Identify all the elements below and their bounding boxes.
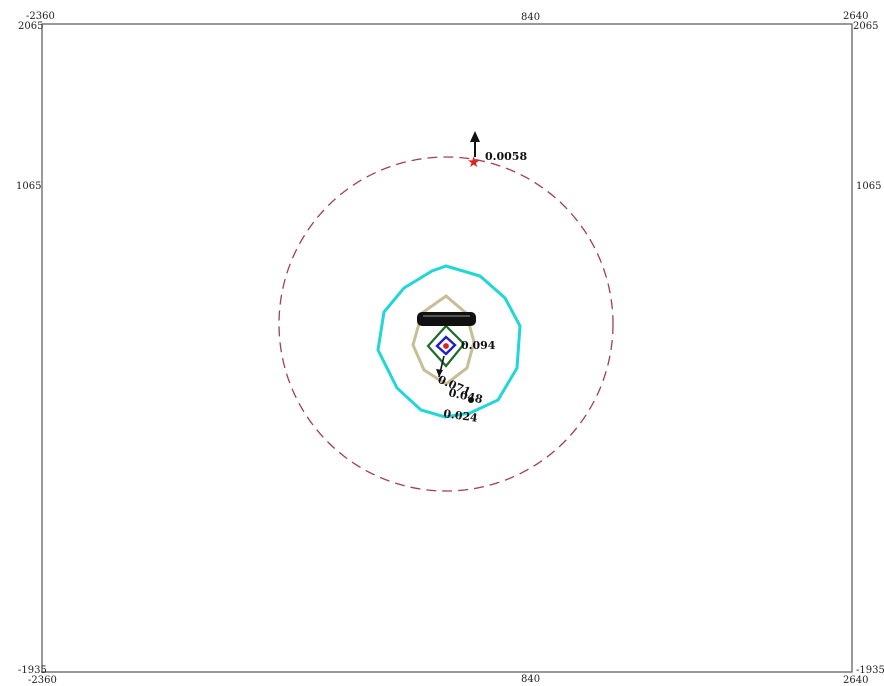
- contour-green: [426, 324, 466, 368]
- center-marker: [442, 342, 450, 350]
- bottom-mid-label: 840: [521, 674, 540, 685]
- left-mid-label: 1065: [16, 181, 41, 192]
- boundary-dashed-circle: [278, 156, 614, 492]
- pointer-dot: [468, 397, 474, 403]
- right-mid-label: 1065: [856, 181, 881, 192]
- bottom-right-y-label: -1935: [856, 665, 884, 676]
- contour-label-094: 0.094: [461, 339, 496, 352]
- contour-blue: [435, 335, 457, 356]
- max-point-star: ★: [467, 153, 480, 171]
- bottom-left-x-label: -2360: [28, 675, 57, 686]
- max-point-label: 0.0058: [485, 150, 527, 163]
- top-mid-label: 840: [521, 12, 540, 23]
- top-left-y-label: 2065: [18, 21, 43, 32]
- source-block: [417, 312, 476, 326]
- top-left-x-label: -2360: [26, 11, 55, 22]
- bottom-left-y-label: -1935: [18, 665, 47, 676]
- contour-cyan: [376, 264, 522, 419]
- contour-label-048: 0.048: [447, 386, 484, 406]
- plot-frame: [41, 23, 853, 673]
- top-right-x-label: 2640: [843, 11, 868, 22]
- bottom-right-x-label: 2640: [843, 675, 868, 686]
- contour-label-024: 0.024: [443, 407, 479, 425]
- source-block-highlight: [423, 315, 470, 317]
- wind-arrow-head: [470, 131, 480, 142]
- pointer-head-1: [436, 369, 443, 377]
- top-right-y-label: 2065: [853, 21, 878, 32]
